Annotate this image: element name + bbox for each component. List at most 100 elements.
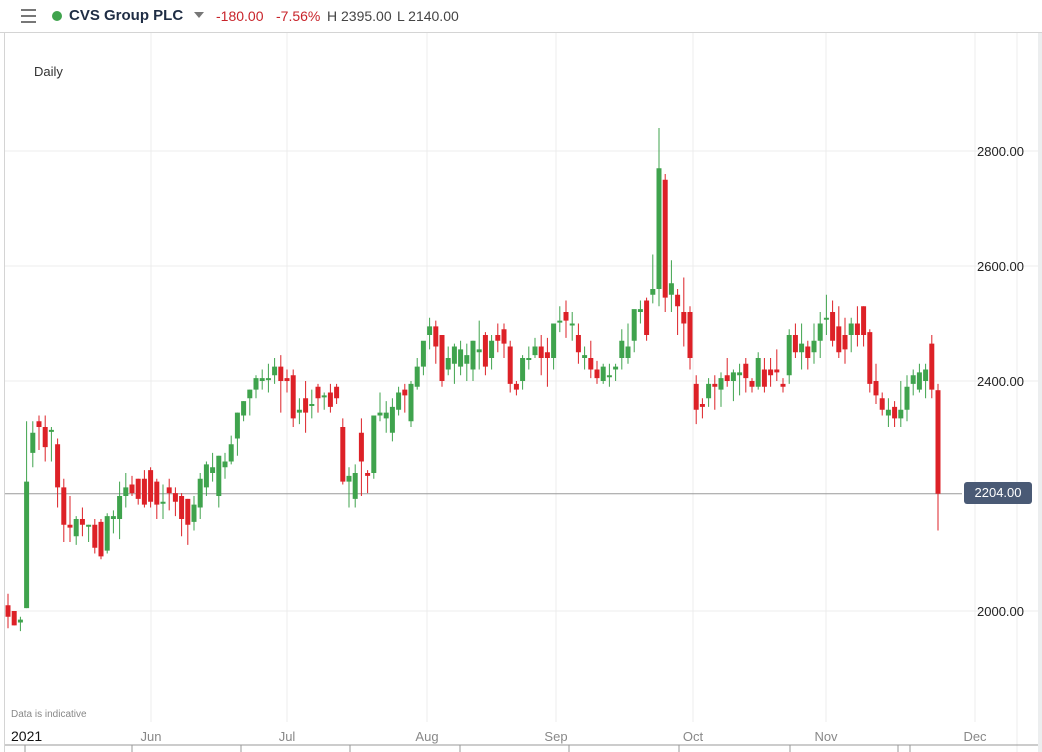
candle[interactable] xyxy=(241,401,247,422)
chevron-down-icon[interactable] xyxy=(194,12,204,18)
candle[interactable] xyxy=(482,332,488,376)
candle[interactable] xyxy=(228,435,234,465)
candle[interactable] xyxy=(185,498,191,545)
candle[interactable] xyxy=(383,401,389,433)
candle[interactable] xyxy=(290,369,296,428)
candle[interactable] xyxy=(67,496,73,542)
candle[interactable] xyxy=(309,389,315,419)
candle[interactable] xyxy=(315,383,321,413)
candle[interactable] xyxy=(898,381,904,427)
hamburger-menu-icon[interactable] xyxy=(21,9,36,23)
candle[interactable] xyxy=(495,323,501,353)
candle[interactable] xyxy=(538,335,544,376)
candle[interactable] xyxy=(253,375,259,399)
candle[interactable] xyxy=(141,470,147,508)
candle[interactable] xyxy=(916,363,922,393)
candle[interactable] xyxy=(123,473,129,508)
candle[interactable] xyxy=(885,398,891,427)
candle[interactable] xyxy=(451,343,457,384)
candle[interactable] xyxy=(699,398,705,419)
candle[interactable] xyxy=(594,360,600,384)
candle[interactable] xyxy=(730,369,736,402)
candle[interactable] xyxy=(86,524,92,542)
candle[interactable] xyxy=(247,389,253,416)
candle[interactable] xyxy=(129,475,135,496)
candle[interactable] xyxy=(507,340,513,393)
candle[interactable] xyxy=(92,519,98,554)
candle[interactable] xyxy=(272,358,278,384)
candle[interactable] xyxy=(303,381,309,433)
candle[interactable] xyxy=(420,340,426,376)
candle[interactable] xyxy=(513,381,519,396)
chart-scrollbar[interactable] xyxy=(1038,33,1042,752)
candle[interactable] xyxy=(414,358,420,390)
candle[interactable] xyxy=(644,297,650,341)
candle[interactable] xyxy=(36,415,42,451)
candle[interactable] xyxy=(259,369,265,390)
candle[interactable] xyxy=(743,358,749,393)
candle[interactable] xyxy=(458,340,464,376)
candle[interactable] xyxy=(396,386,402,416)
candle[interactable] xyxy=(476,320,482,370)
candle[interactable] xyxy=(786,329,792,384)
candle[interactable] xyxy=(327,383,333,413)
candle[interactable] xyxy=(346,467,352,508)
candle[interactable] xyxy=(854,306,860,347)
candle[interactable] xyxy=(724,358,730,387)
candle[interactable] xyxy=(668,260,674,312)
candle[interactable] xyxy=(631,309,637,353)
candle[interactable] xyxy=(166,478,172,511)
candle[interactable] xyxy=(520,355,526,390)
candle[interactable] xyxy=(823,294,829,335)
candle[interactable] xyxy=(526,346,532,370)
candle[interactable] xyxy=(656,128,662,307)
candle[interactable] xyxy=(216,455,222,508)
candle[interactable] xyxy=(675,289,681,335)
candle[interactable] xyxy=(265,363,271,393)
candle[interactable] xyxy=(296,398,302,425)
candle[interactable] xyxy=(848,317,854,353)
candle[interactable] xyxy=(774,349,780,381)
candle[interactable] xyxy=(712,375,718,410)
candle[interactable] xyxy=(427,317,433,350)
candle[interactable] xyxy=(179,493,185,537)
candle[interactable] xyxy=(582,346,588,370)
candle[interactable] xyxy=(693,375,699,425)
candle[interactable] xyxy=(662,174,668,312)
candle[interactable] xyxy=(203,461,209,497)
candle[interactable] xyxy=(749,378,755,393)
candle[interactable] xyxy=(613,363,619,381)
candle[interactable] xyxy=(30,421,36,468)
candle[interactable] xyxy=(929,335,935,399)
candle[interactable] xyxy=(365,470,371,494)
candle[interactable] xyxy=(575,323,581,364)
candle[interactable] xyxy=(445,346,451,376)
candle[interactable] xyxy=(879,392,885,416)
candle[interactable] xyxy=(551,323,557,370)
candle[interactable] xyxy=(464,343,470,381)
candle[interactable] xyxy=(210,452,216,482)
candle[interactable] xyxy=(439,335,445,387)
candle[interactable] xyxy=(861,306,867,347)
candle[interactable] xyxy=(278,355,284,413)
candle[interactable] xyxy=(110,510,116,534)
candle[interactable] xyxy=(42,415,48,462)
candle[interactable] xyxy=(867,329,873,393)
candle[interactable] xyxy=(402,383,408,413)
candle[interactable] xyxy=(389,398,395,442)
candle[interactable] xyxy=(148,467,154,508)
candle[interactable] xyxy=(154,478,160,519)
candle[interactable] xyxy=(755,352,761,390)
candle[interactable] xyxy=(811,323,817,364)
candle[interactable] xyxy=(563,300,569,338)
candle[interactable] xyxy=(625,323,631,364)
candle[interactable] xyxy=(544,337,550,387)
candle[interactable] xyxy=(117,481,123,540)
candle[interactable] xyxy=(98,519,104,560)
candle[interactable] xyxy=(79,507,85,537)
candle[interactable] xyxy=(104,513,110,554)
candle[interactable] xyxy=(371,415,377,479)
candle[interactable] xyxy=(768,358,774,387)
candle[interactable] xyxy=(799,323,805,370)
